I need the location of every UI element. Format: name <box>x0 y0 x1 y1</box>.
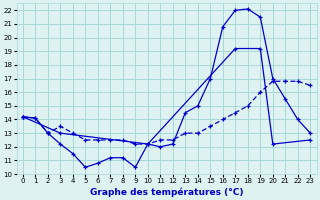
X-axis label: Graphe des températures (°C): Graphe des températures (°C) <box>90 187 243 197</box>
